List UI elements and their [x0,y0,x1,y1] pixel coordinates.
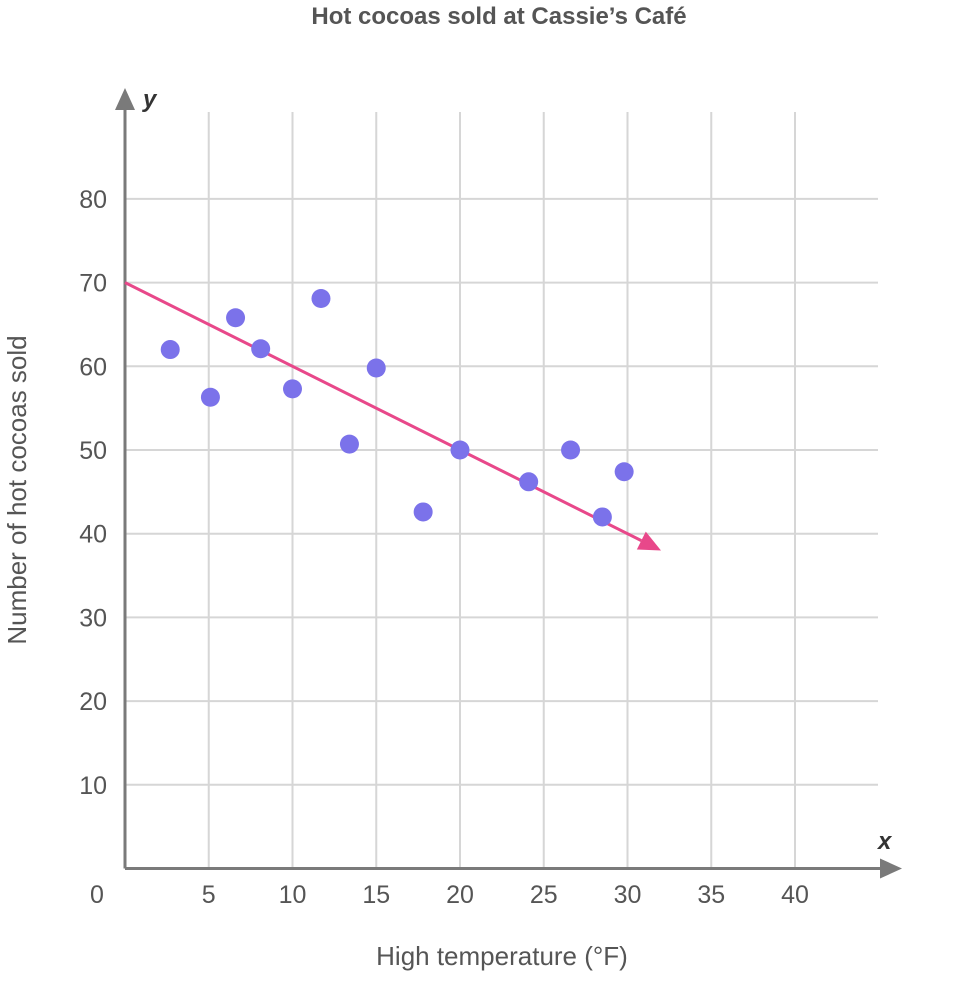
x-tick-label: 40 [781,881,809,909]
data-point [561,440,581,460]
x-axis-label: High temperature (°F) [376,941,628,971]
x-tick-label: 25 [530,881,558,909]
data-point [339,434,359,454]
data-point [519,472,539,492]
data-point [450,440,470,460]
y-tick-label: 40 [79,521,107,549]
x-tick-label: 5 [202,881,216,909]
origin-label: 0 [90,881,104,909]
trend-line-group [124,281,661,551]
data-point [226,308,246,328]
x-tick-label: 30 [614,881,642,909]
y-tick-label: 10 [79,772,107,800]
data-point [366,358,386,378]
y-tick-label: 70 [79,270,107,298]
x-axis-variable: x [876,828,893,855]
data-point [311,289,331,309]
y-tick-label: 20 [79,688,107,716]
data-point [614,462,634,482]
x-tick-label: 10 [279,881,307,909]
x-tick-label: 15 [362,881,390,909]
trend-line-arrow [636,531,661,551]
y-tick-label: 60 [79,353,107,381]
tick-labels: 5 10 15 20 25 30 35 40 10 20 30 40 50 60 70 80 [79,186,809,909]
data-point [251,339,271,359]
axes [115,88,902,879]
y-tick-label: 30 [79,604,107,632]
y-tick-label: 50 [79,437,107,465]
data-point [160,340,180,360]
x-tick-label: 35 [697,881,725,909]
data-point [413,502,433,522]
trend-line [124,281,642,542]
x-tick-label: 20 [446,881,474,909]
data-point [592,507,612,527]
x-axis-arrow [880,858,902,879]
chart-title: Hot cocoas sold at Cassie’s Café [311,3,686,30]
data-point [283,379,302,399]
data-points [160,289,634,527]
grid-lines [125,112,878,869]
y-tick-label: 80 [79,186,107,214]
data-point [200,387,220,407]
y-axis-variable: y [142,86,158,113]
y-axis-label: Number of hot cocoas sold [2,335,32,644]
y-axis-arrow [115,88,135,110]
